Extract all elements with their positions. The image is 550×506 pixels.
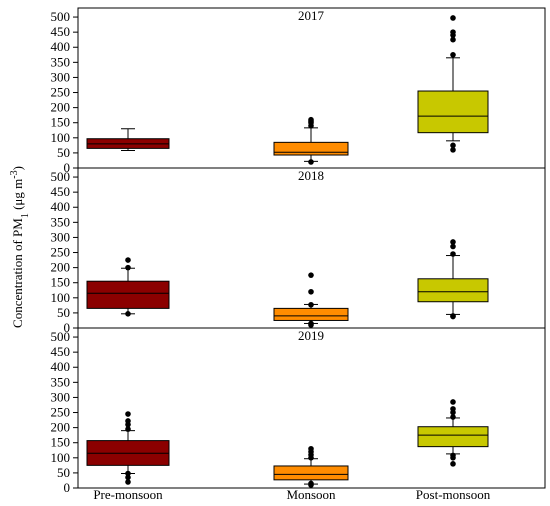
y-tick-label: 0 bbox=[64, 320, 71, 335]
y-tick-label: 100 bbox=[51, 450, 71, 465]
y-tick-label: 400 bbox=[51, 199, 71, 214]
y-tick-label: 350 bbox=[51, 214, 71, 229]
y-tick-label: 350 bbox=[51, 54, 71, 69]
outlier-point bbox=[450, 29, 456, 35]
y-tick-label: 200 bbox=[51, 420, 71, 435]
y-tick-label: 50 bbox=[57, 145, 70, 160]
y-tick-label: 450 bbox=[51, 24, 71, 39]
outlier-point bbox=[125, 264, 131, 271]
y-tick-label: 200 bbox=[51, 100, 71, 115]
outlier-point bbox=[450, 313, 456, 320]
y-tick-label: 500 bbox=[51, 9, 71, 24]
outlier-point bbox=[450, 51, 456, 58]
x-axis-category-labels: Pre-monsoon Monsoon Post-monsoon bbox=[93, 487, 490, 502]
y-tick-label: 0 bbox=[64, 480, 71, 495]
box-pre-monsoon bbox=[86, 257, 170, 317]
box-iqr bbox=[273, 465, 349, 481]
y-tick-label: 350 bbox=[51, 374, 71, 389]
x-category-label: Pre-monsoon bbox=[93, 487, 163, 502]
y-tick-label: 150 bbox=[51, 115, 71, 130]
outlier-point bbox=[125, 411, 131, 417]
panel-title: 2019 bbox=[298, 328, 324, 343]
outlier-point bbox=[308, 480, 314, 487]
outlier-point bbox=[450, 461, 456, 467]
y-tick-label: 250 bbox=[51, 85, 71, 100]
outlier-point bbox=[450, 399, 456, 405]
box-iqr bbox=[417, 278, 489, 303]
outlier-point bbox=[125, 257, 131, 263]
box-monsoon bbox=[273, 445, 349, 488]
outlier-point bbox=[450, 243, 456, 250]
y-tick-label: 250 bbox=[51, 405, 71, 420]
box-iqr bbox=[273, 141, 349, 156]
y-tick-label: 300 bbox=[51, 389, 71, 404]
y-axis-label: Concentration of PM1 (μg m-3) bbox=[9, 166, 31, 328]
box-post-monsoon bbox=[417, 15, 489, 153]
outlier-point bbox=[125, 418, 131, 424]
outlier-point bbox=[450, 239, 456, 245]
outlier-point bbox=[308, 116, 314, 123]
outlier-point bbox=[450, 251, 456, 257]
outlier-point bbox=[125, 426, 131, 432]
box-post-monsoon bbox=[417, 239, 489, 320]
outlier-point bbox=[125, 311, 131, 317]
y-tick-label: 150 bbox=[51, 435, 71, 450]
y-tick-label: 450 bbox=[51, 184, 71, 199]
outlier-point bbox=[125, 474, 131, 481]
y-tick-label: 400 bbox=[51, 359, 71, 374]
outlier-point bbox=[308, 320, 314, 327]
outlier-point bbox=[125, 479, 131, 485]
x-category-label: Post-monsoon bbox=[416, 487, 491, 502]
outlier-point bbox=[450, 15, 456, 21]
outlier-point bbox=[450, 36, 456, 43]
outlier-point bbox=[308, 272, 314, 278]
outlier-point bbox=[450, 414, 456, 420]
outlier-point bbox=[125, 470, 131, 477]
outlier-point bbox=[450, 147, 456, 153]
y-tick-label: 250 bbox=[51, 245, 71, 260]
outlier-point bbox=[308, 288, 314, 295]
box-monsoon bbox=[273, 116, 349, 165]
outlier-point bbox=[308, 159, 314, 165]
y-tick-label: 100 bbox=[51, 130, 71, 145]
y-tick-label: 0 bbox=[64, 160, 71, 175]
box-iqr bbox=[417, 426, 489, 448]
y-tick-label: 500 bbox=[51, 329, 71, 344]
box-iqr bbox=[417, 90, 489, 134]
y-tick-label: 300 bbox=[51, 229, 71, 244]
y-tick-label: 100 bbox=[51, 290, 71, 305]
outlier-point bbox=[450, 406, 456, 412]
box-post-monsoon bbox=[417, 399, 489, 467]
y-tick-label: 400 bbox=[51, 39, 71, 54]
box-pre-monsoon bbox=[86, 128, 170, 151]
outlier-point bbox=[308, 301, 314, 308]
box-iqr bbox=[86, 280, 170, 309]
y-tick-label: 500 bbox=[51, 169, 71, 184]
y-tick-label: 50 bbox=[57, 465, 70, 480]
y-tick-label: 50 bbox=[57, 305, 70, 320]
outlier-point bbox=[450, 142, 456, 149]
outlier-point bbox=[308, 445, 314, 452]
panel-title: 2018 bbox=[298, 168, 324, 183]
panel-title: 2017 bbox=[298, 8, 325, 23]
box-pre-monsoon bbox=[86, 411, 170, 485]
y-tick-label: 450 bbox=[51, 344, 71, 359]
y-tick-label: 200 bbox=[51, 260, 71, 275]
y-tick-label: 300 bbox=[51, 69, 71, 84]
box-iqr bbox=[273, 307, 349, 321]
outlier-point bbox=[450, 452, 456, 459]
panel-frame bbox=[77, 327, 546, 489]
y-tick-label: 150 bbox=[51, 275, 71, 290]
x-category-label: Monsoon bbox=[286, 487, 336, 502]
box-monsoon bbox=[273, 272, 349, 328]
